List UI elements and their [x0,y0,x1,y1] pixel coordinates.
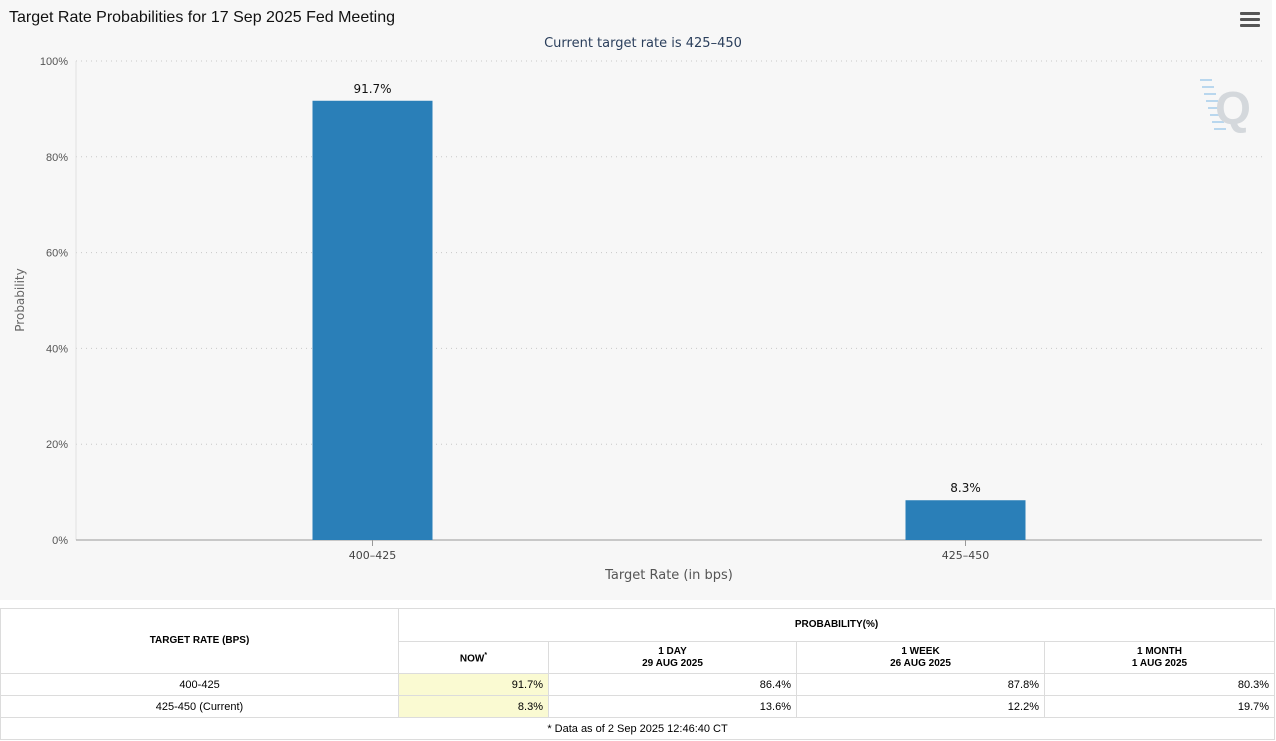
probability-table: TARGET RATE (BPS) PROBABILITY(%) NOW* 1 … [0,608,1276,740]
hamburger-menu-icon[interactable] [1240,12,1260,30]
chart-panel: 0% 20% 40% 60% 80% 100% 91.7% 400–425 8.3% 425–45… [9,9,1262,583]
y-axis-title: Probability [13,268,27,331]
x-axis-title: Target Rate (in bps) [604,568,733,583]
week-cell: 87.8% [796,673,1045,696]
cme-watermark-logo: Q [1200,79,1251,134]
svg-text:Q: Q [1215,82,1251,134]
data-label: 91.7% [353,82,391,96]
now-cell: 8.3% [398,695,549,718]
table-footnote: * Data as of 2 Sep 2025 12:46:40 CT [0,717,1276,740]
x-tick-label: 400–425 [349,549,397,562]
target-rate-header: TARGET RATE (BPS) [0,608,399,674]
y-tick-label: 100% [40,56,68,68]
chart-subtitle: Current target rate is 425–450 [544,36,742,51]
col-header-1-month: 1 MONTH 1 AUG 2025 [1043,641,1276,674]
table-row: 425-450 (Current) 8.3% 13.6% 12.2% 19.7% [0,695,1276,718]
table-row: 400-425 91.7% 86.4% 87.8% 80.3% [0,673,1276,696]
rate-cell: 400-425 [0,673,399,696]
bar [312,100,433,540]
now-cell: 91.7% [398,673,549,696]
chart-title: Target Rate Probabilities for 17 Sep 202… [9,9,396,26]
y-tick-label: 80% [46,152,68,164]
col-header-now: NOW* [398,641,549,674]
bar-chart: 0% 20% 40% 60% 80% 100% 91.7% 400–425 8.3% 425–45… [13,36,1262,583]
probability-header: PROBABILITY(%) [397,608,1276,642]
col-header-1-week: 1 WEEK 26 AUG 2025 [796,641,1045,674]
col-header-1-day: 1 DAY 29 AUG 2025 [548,641,797,674]
y-tick-label: 20% [46,439,68,451]
rate-cell: 425-450 (Current) [0,695,399,718]
y-tick-label: 60% [46,248,68,260]
week-cell: 12.2% [796,695,1045,718]
month-cell: 80.3% [1043,673,1276,696]
bar [905,500,1026,540]
data-label: 8.3% [950,481,981,495]
x-tick-label: 425–450 [942,549,990,562]
month-cell: 19.7% [1043,695,1276,718]
day-cell: 13.6% [548,695,797,718]
y-tick-label: 40% [46,343,68,355]
day-cell: 86.4% [548,673,797,696]
y-tick-label: 0% [52,535,68,547]
